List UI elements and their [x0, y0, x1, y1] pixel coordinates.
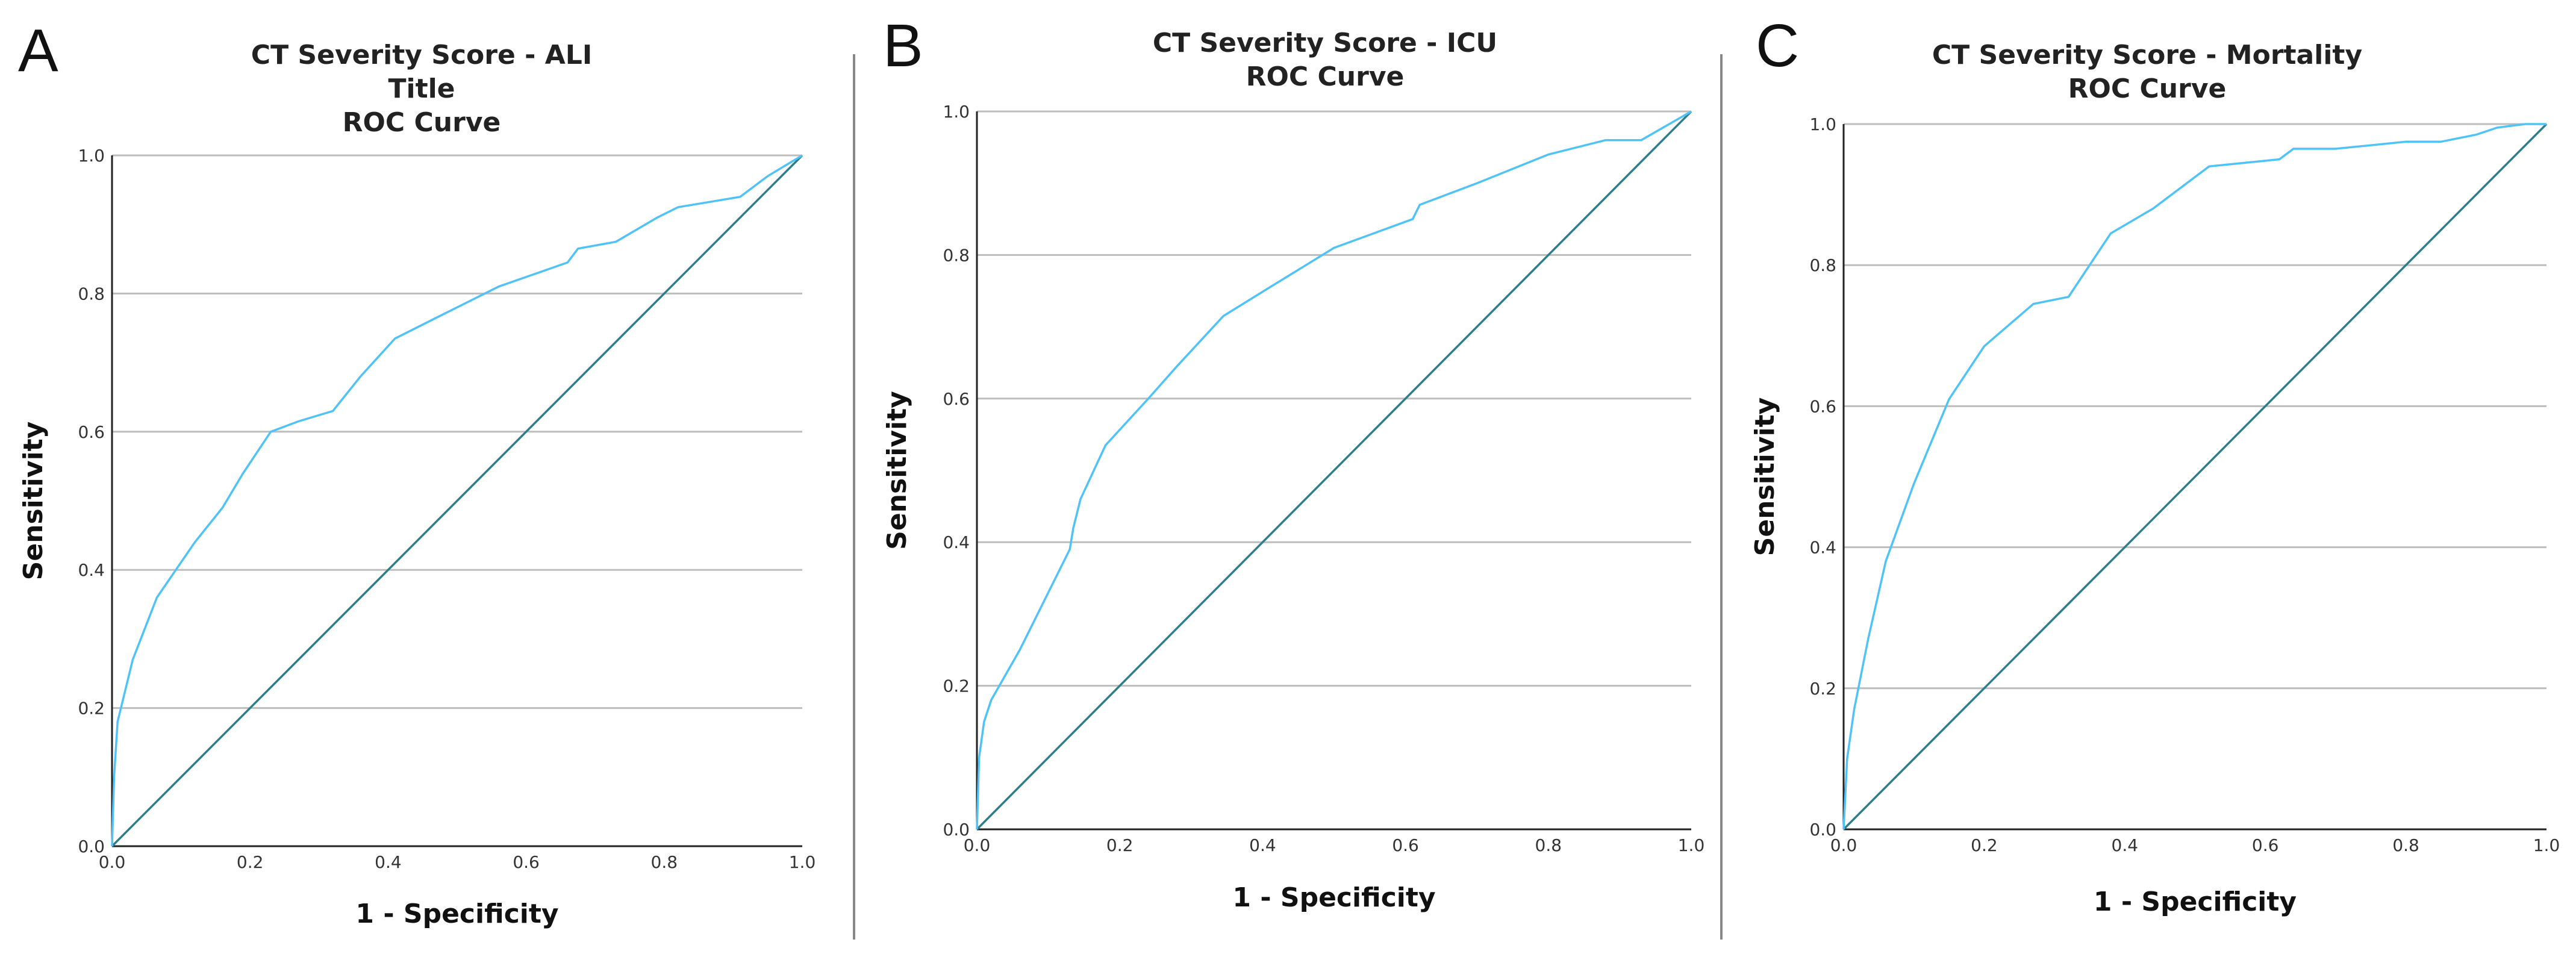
x-tick-label: 1.0	[1678, 835, 1705, 855]
y-tick-label: 0.0	[78, 837, 105, 856]
x-tick-label: 0.4	[1249, 835, 1276, 855]
y-tick-label: 0.4	[943, 532, 970, 552]
x-tick-label: 0.6	[513, 852, 540, 872]
x-tick-label: 1.0	[789, 852, 816, 872]
x-axis-title: 1 - Specificity	[2094, 887, 2297, 917]
x-tick-label: 0.8	[2392, 835, 2419, 855]
y-tick-label: 0.8	[1809, 255, 1836, 275]
roc-panel-a: 0.0 0.2 0.4 0.6 0.8 1.0 0.0 0.2 0.4 0.6 0.8 1.0 A CT …	[18, 17, 816, 929]
y-tick-label: 0.8	[943, 245, 970, 265]
y-tick-label: 0.6	[943, 389, 970, 409]
y-tick-label: 1.0	[1809, 114, 1836, 134]
chart-title-line: CT Severity Score - ALI	[251, 40, 592, 70]
x-tick-label: 0.0	[99, 852, 126, 872]
chart-title-line: CT Severity Score - Mortality	[1932, 40, 2362, 70]
x-tick-label: 0.2	[1971, 835, 1998, 855]
x-tick-label: 0.6	[2252, 835, 2279, 855]
y-tick-label: 1.0	[943, 102, 970, 122]
y-axis-title: Sensitivity	[1750, 398, 1780, 556]
y-tick-label: 0.6	[78, 422, 105, 442]
roc-curve	[111, 154, 803, 847]
y-axis-title: Sensitivity	[882, 391, 912, 550]
y-tick-label: 1.0	[78, 146, 105, 166]
y-tick-label: 0.2	[78, 699, 105, 719]
y-tick-label: 0.6	[1809, 396, 1836, 416]
reference-line	[976, 110, 1692, 831]
roc-panel-b: 0.0 0.2 0.4 0.6 0.8 1.0 0.0 0.2 0.4 0.6 0.8 1.0 B CT …	[882, 12, 1704, 913]
x-tick-label: 0.0	[1830, 835, 1857, 855]
x-tick-label: 0.8	[1535, 835, 1562, 855]
reference-line	[1842, 123, 2548, 831]
panel-letter: A	[18, 17, 58, 84]
y-tick-label: 0.0	[1809, 820, 1836, 840]
x-axis-title: 1 - Specificity	[355, 899, 558, 929]
chart-title-line: ROC Curve	[2068, 73, 2227, 104]
panel-letter: B	[883, 12, 923, 80]
roc-curve	[976, 110, 1692, 830]
y-tick-label: 0.0	[943, 820, 970, 840]
y-tick-label: 0.2	[943, 676, 970, 696]
chart-title-line: ROC Curve	[343, 107, 501, 138]
y-tick-label: 0.2	[1809, 679, 1836, 699]
panel-letter: C	[1756, 12, 1799, 80]
x-tick-label: 0.2	[237, 852, 264, 872]
y-axis-title: Sensitivity	[18, 422, 49, 581]
x-tick-label: 0.2	[1106, 835, 1134, 855]
roc-curve	[1842, 123, 2546, 830]
chart-title-line: CT Severity Score - ICU	[1153, 28, 1497, 58]
x-tick-label: 0.4	[375, 852, 402, 872]
x-tick-label: 0.4	[2112, 835, 2139, 855]
chart-title-line: ROC Curve	[1246, 61, 1405, 92]
x-tick-label: 0.6	[1392, 835, 1419, 855]
x-tick-label: 0.8	[651, 852, 678, 872]
x-tick-label: 1.0	[2533, 835, 2560, 855]
roc-panel-c: 0.0 0.2 0.4 0.6 0.8 1.0 0.0 0.2 0.4 0.6 0.8 1.0 C CT …	[1750, 12, 2560, 917]
y-tick-label: 0.8	[78, 284, 105, 304]
chart-title-line: Title	[388, 73, 455, 104]
y-tick-label: 0.4	[78, 560, 105, 580]
y-tick-label: 0.4	[1809, 538, 1836, 558]
x-tick-label: 0.0	[964, 835, 991, 855]
x-axis-title: 1 - Specificity	[1232, 882, 1435, 913]
reference-line	[111, 154, 803, 847]
